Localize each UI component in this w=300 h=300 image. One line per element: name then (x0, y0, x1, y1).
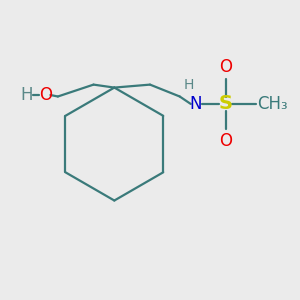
Text: S: S (219, 94, 233, 113)
Text: N: N (190, 95, 202, 113)
Text: H: H (184, 78, 194, 92)
Text: O: O (219, 132, 232, 150)
Text: O: O (40, 86, 52, 104)
Text: H: H (20, 86, 33, 104)
Text: CH₃: CH₃ (257, 95, 288, 113)
Text: O: O (219, 58, 232, 76)
